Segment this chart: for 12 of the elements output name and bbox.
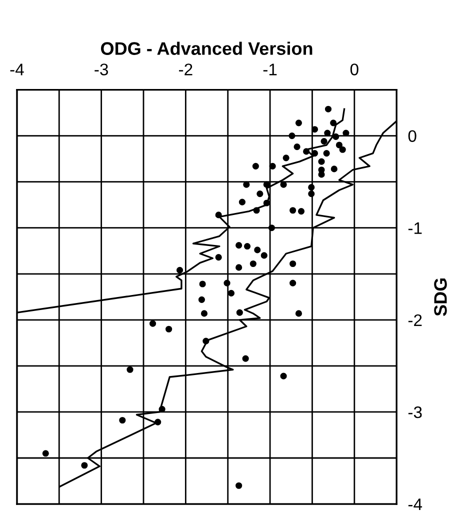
x-tick-label: -1	[263, 64, 277, 76]
x-axis-title: ODG - Advanced Version	[100, 42, 312, 55]
x-tick-label: 0	[350, 64, 358, 76]
x-tick-label: -3	[94, 64, 108, 76]
y-tick-label: 0	[408, 130, 416, 142]
y-tick-label: -3	[408, 406, 422, 418]
y-tick-label: -4	[408, 498, 422, 510]
y-tick-label: -1	[408, 222, 422, 234]
y-tick-label: -2	[408, 314, 422, 326]
x-tick-label: -2	[179, 64, 192, 76]
x-tick-label: -4	[10, 64, 24, 76]
y-axis-title: SDG	[434, 278, 447, 316]
